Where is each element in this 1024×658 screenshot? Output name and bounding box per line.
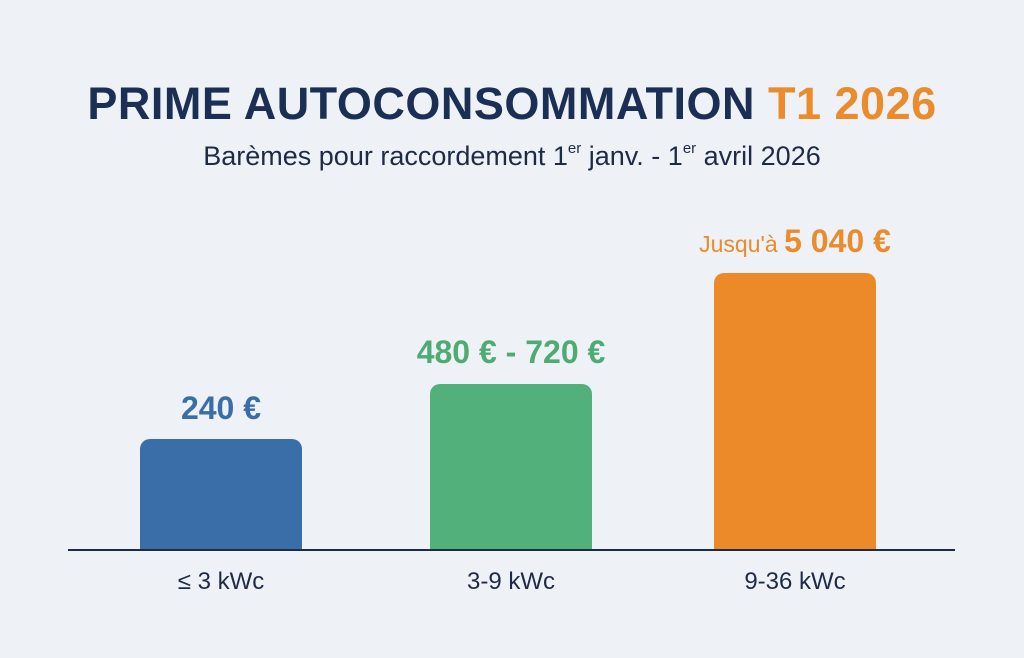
bar-value-label: Jusqu'à 5 040 € (645, 223, 945, 260)
value-prefix: Jusqu'à (699, 231, 785, 257)
x-axis-line (68, 549, 955, 551)
category-label: ≤ 3 kWc (177, 568, 265, 595)
subtitle-part: janv. - 1 (581, 141, 683, 171)
bar-large (714, 273, 876, 550)
bar-medium (430, 384, 592, 550)
superscript: er (682, 140, 697, 157)
subtitle-part: Barèmes pour raccordement 1 (203, 141, 568, 171)
title-main: PRIME AUTOCONSOMMATION (87, 78, 755, 129)
bar-small (140, 439, 302, 550)
title-accent: T1 2026 (768, 78, 937, 129)
category-label: 3-9 kWc (466, 568, 555, 595)
page-title: PRIME AUTOCONSOMMATION T1 2026 (0, 78, 1024, 130)
bar-value-label: 480 € - 720 € (416, 334, 606, 370)
superscript: er (567, 140, 582, 157)
subtitle-part: avril 2026 (696, 141, 821, 171)
value-amount: 5 040 € (784, 223, 891, 259)
bar-value-label: 240 € (180, 390, 262, 426)
subtitle: Barèmes pour raccordement 1er janv. - 1e… (0, 140, 1024, 172)
category-label: 9-36 kWc (744, 568, 846, 595)
